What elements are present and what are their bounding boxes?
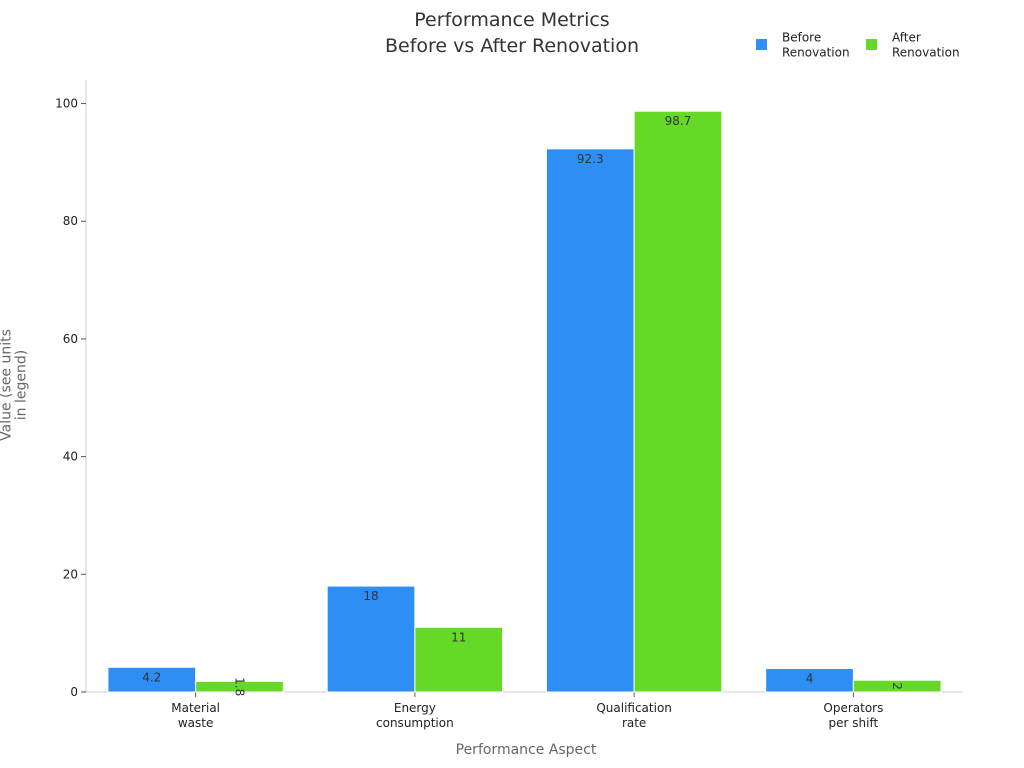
x-tick-label: Operators per shift [823, 701, 883, 730]
value-label: 92.3 [577, 151, 604, 165]
legend-swatch [756, 39, 767, 50]
bar [195, 680, 284, 693]
x-axis-title: Performance Aspect [456, 742, 597, 758]
value-label: 18 [363, 589, 378, 603]
y-tick-label: 60 [63, 331, 78, 345]
legend-label: Before Renovation [782, 30, 850, 59]
y-tick-label: 0 [70, 685, 78, 699]
x-tick-label: Energy consumption [376, 701, 454, 730]
bar [633, 110, 723, 693]
y-tick-label: 100 [55, 96, 78, 110]
x-tick-label: Qualification rate [596, 701, 672, 730]
legend-swatch [866, 39, 877, 50]
value-label: 11 [451, 630, 466, 644]
bar [326, 585, 416, 693]
value-label: 1.8 [233, 677, 247, 696]
y-tick-label: 80 [63, 214, 78, 228]
x-tick-label: Material waste [171, 701, 220, 730]
chart-title: Performance Metrics Before vs After Renov… [385, 9, 639, 57]
y-tick-label: 40 [63, 449, 78, 463]
legend-label: After Renovation [892, 30, 960, 59]
value-label: 4.2 [142, 670, 161, 684]
bar [852, 679, 942, 693]
value-label: 4 [806, 671, 814, 685]
value-label: 2 [891, 682, 905, 690]
bar [414, 626, 504, 693]
value-label: 98.7 [665, 114, 692, 128]
y-axis-title: Value (see unitsin legend) [0, 329, 30, 441]
bar [107, 666, 197, 693]
y-tick-label: 20 [63, 567, 78, 581]
bar [545, 148, 635, 693]
